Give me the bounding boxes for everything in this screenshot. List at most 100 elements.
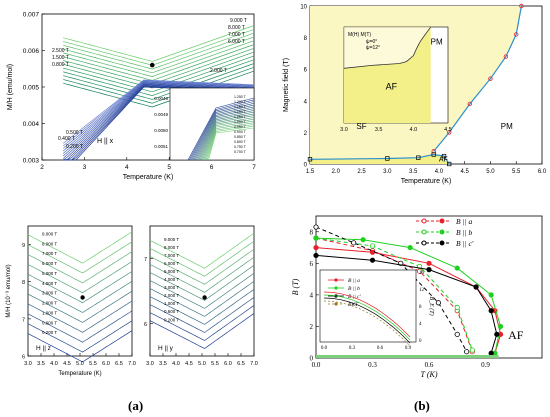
data-point xyxy=(447,130,452,135)
susceptibility-curve xyxy=(149,248,255,285)
susceptibility-curve xyxy=(149,297,255,333)
inset-curve xyxy=(194,108,255,161)
data-point xyxy=(431,152,436,157)
x-tick-label: 7.0 xyxy=(250,361,258,367)
inset-x-tick-label: 0.0 xyxy=(321,346,328,351)
y-tick-label: 0.006 xyxy=(23,48,40,55)
field-label: 6.000 T xyxy=(42,261,57,266)
series-point xyxy=(351,240,357,246)
field-label: 0.600 T xyxy=(42,320,57,325)
field-label: 2.000 T xyxy=(210,68,227,74)
inset-field-label: 1.100 T xyxy=(234,110,247,114)
inset-curve xyxy=(200,117,255,161)
x-tick-label: 0.0 xyxy=(312,361,321,369)
x-tick-label: 6.5 xyxy=(115,361,123,367)
susceptibility-curve xyxy=(149,313,255,349)
susceptibility-curve xyxy=(149,264,255,301)
inset-legend-label: B || b xyxy=(348,286,360,292)
field-label: 8.000 T xyxy=(164,245,179,250)
series-point xyxy=(360,237,366,243)
inset-curve xyxy=(188,99,255,161)
x-tick-label: 6 xyxy=(210,164,214,171)
legend-label: B || c' xyxy=(456,239,474,248)
region-label-af: AF xyxy=(508,328,524,342)
susceptibility-curve xyxy=(62,83,255,159)
field-label: 5.000 T xyxy=(42,271,57,276)
susceptibility-curve xyxy=(27,300,133,333)
x-tick-label: 5 xyxy=(167,164,171,171)
data-point xyxy=(416,155,421,160)
x-axis-label: Temperature (K) xyxy=(123,174,174,181)
inset-curve xyxy=(208,127,255,161)
x-tick-label: 1.5 xyxy=(306,169,315,175)
axes-a-top: 2 3 4 5 6 7 0.003 0.004 0.005 0.006 0.007 Temperatu… xyxy=(7,12,256,182)
susceptibility-curve xyxy=(27,280,133,313)
inset-legend-row: ψ=0° xyxy=(366,39,377,45)
y-tick-label: 0.007 xyxy=(23,12,40,19)
inset-y-tick-label: 0.0049 xyxy=(154,112,168,117)
inset: 3.0 3.5 4.0 4.5 AF PM M(H) M(T)ψ=0°ψ=12° xyxy=(340,26,452,133)
data-point xyxy=(431,149,436,154)
susceptibility-curve xyxy=(63,63,255,100)
panel-label-b: (b) xyxy=(414,398,430,413)
inset-field-label: 0.800 T xyxy=(234,140,247,144)
field-label: 1.000 T xyxy=(42,310,57,315)
series-point xyxy=(464,349,470,355)
x-tick-label: 7.0 xyxy=(128,361,136,367)
inset-legend-marker xyxy=(334,278,338,282)
inset-curve xyxy=(197,111,255,161)
field-label: 7.000 T xyxy=(42,251,57,256)
x-tick-label: 5.0 xyxy=(198,361,206,367)
field-label: 4.000 T xyxy=(42,281,57,286)
x-tick-label: 5.0 xyxy=(486,169,495,175)
susceptibility-curve xyxy=(62,80,255,149)
susceptibility-curve xyxy=(62,79,255,144)
field-label: 0.200 T xyxy=(66,144,83,150)
series-point xyxy=(313,224,319,230)
field-label: 4.000 T xyxy=(164,277,179,282)
x-tick-label: 4.5 xyxy=(460,169,469,175)
series-point xyxy=(497,323,504,330)
field-label: 0.600 T xyxy=(164,309,179,314)
y-tick-label: 10 xyxy=(300,5,307,11)
y-tick-label: 7 xyxy=(22,317,25,323)
x-tick-label: 5.5 xyxy=(211,361,219,367)
inset-af-region xyxy=(344,27,431,123)
y-tick-label: 8 xyxy=(304,36,308,42)
inset-curve xyxy=(323,300,411,347)
susceptibility-curve xyxy=(62,83,255,161)
field-label: 9.000 T xyxy=(42,231,57,236)
critical-point-marker xyxy=(202,295,207,300)
field-direction-label: H || x xyxy=(97,138,114,145)
inset-field-label: 1.250 T xyxy=(234,95,247,99)
susceptibility-curve xyxy=(27,330,133,363)
susceptibility-curve xyxy=(27,271,133,304)
susceptibility-curve xyxy=(149,305,255,341)
inset-curve xyxy=(323,291,411,338)
inset-boundary xyxy=(343,26,432,69)
legend-marker xyxy=(439,218,445,224)
af-region xyxy=(310,154,450,164)
y-tick-label: 4 xyxy=(310,291,314,299)
inset-curve xyxy=(196,110,255,161)
x-tick-label: 3.0 xyxy=(146,361,154,367)
legend-label: B || b xyxy=(456,228,472,237)
legend-marker xyxy=(421,240,427,246)
inset-curve xyxy=(205,124,255,161)
series-point xyxy=(435,300,442,306)
inset-legend-row: ψ=12° xyxy=(366,45,380,51)
series-line xyxy=(315,237,473,352)
y-tick-label: 0.003 xyxy=(23,158,40,165)
susceptibility-curve xyxy=(27,290,133,323)
y-tick-label: 2 xyxy=(310,323,314,331)
inset-x-tick-label: 0.9 xyxy=(405,346,412,351)
legend-marker xyxy=(439,240,445,246)
data-point xyxy=(514,32,519,37)
y-tick-label: 6 xyxy=(310,260,314,268)
field-label: 7.000 T xyxy=(164,253,179,258)
susceptibility-curve xyxy=(27,241,133,274)
series-point xyxy=(454,265,460,271)
y-tick-label: 8 xyxy=(22,280,25,286)
inset-y-tick-label: 0 xyxy=(419,339,422,344)
x-tick-label: 4.5 xyxy=(185,361,193,367)
